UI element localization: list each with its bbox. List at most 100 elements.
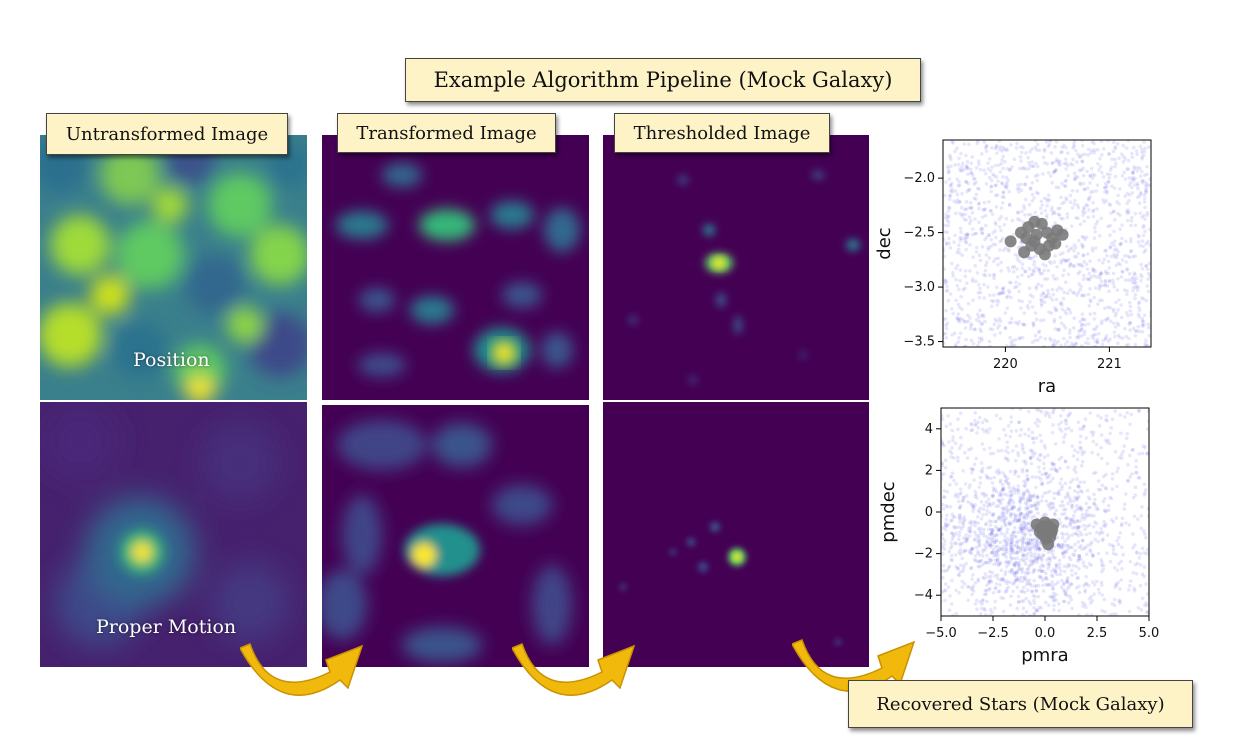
background-star-point <box>1040 556 1044 561</box>
background-star-point <box>1021 528 1025 533</box>
background-star-point <box>973 217 977 221</box>
background-star-point <box>959 236 964 241</box>
y-tick-label: −2 <box>914 547 933 562</box>
background-star-point <box>943 588 948 593</box>
background-star-point <box>1038 458 1042 463</box>
background-star-point <box>1129 472 1134 476</box>
background-star-point <box>1091 430 1096 435</box>
background-star-point <box>1023 548 1027 552</box>
background-star-point <box>956 427 960 432</box>
background-star-point <box>973 327 977 332</box>
background-star-point <box>1024 556 1029 561</box>
background-star-point <box>974 180 978 185</box>
background-star-point <box>947 565 951 570</box>
background-star-point <box>1016 217 1020 221</box>
background-star-point <box>963 344 967 347</box>
background-star-point <box>963 286 967 291</box>
background-star-point <box>1123 326 1127 331</box>
background-star-point <box>1086 543 1091 547</box>
background-star-point <box>990 327 995 332</box>
background-star-point <box>1088 195 1092 199</box>
background-star-point <box>1030 199 1035 203</box>
background-star-point <box>1054 468 1059 473</box>
background-star-point <box>1140 323 1145 327</box>
background-star-point <box>976 426 981 430</box>
background-star-point <box>971 504 975 508</box>
background-star-point <box>1073 542 1077 547</box>
background-star-point <box>1129 312 1134 317</box>
background-star-point <box>960 212 965 217</box>
background-star-point <box>989 184 993 189</box>
background-star-point <box>1036 500 1041 504</box>
background-star-point <box>1100 608 1104 613</box>
background-star-point <box>1034 317 1039 322</box>
background-star-point <box>1138 583 1143 588</box>
background-star-point <box>948 246 953 250</box>
background-star-point <box>1085 277 1089 281</box>
background-star-point <box>1009 492 1014 497</box>
background-star-point <box>978 327 982 332</box>
background-star-point <box>1074 216 1078 220</box>
background-star-point <box>949 541 953 545</box>
background-star-point <box>984 521 989 526</box>
background-star-point <box>974 231 978 236</box>
background-star-point <box>1115 211 1120 216</box>
background-star-point <box>963 207 967 212</box>
background-star-point <box>1060 145 1065 150</box>
background-star-point <box>1082 219 1086 224</box>
background-star-point <box>1133 254 1138 258</box>
background-star-point <box>1056 542 1061 547</box>
background-star-point <box>1084 552 1089 557</box>
background-star-point <box>1079 284 1083 289</box>
background-star-point <box>1133 543 1137 547</box>
background-star-point <box>1000 515 1004 520</box>
background-star-point <box>1135 152 1139 157</box>
background-star-point <box>1088 497 1092 501</box>
background-star-point <box>1025 512 1030 517</box>
background-star-point <box>1046 144 1051 149</box>
background-star-point <box>975 515 980 519</box>
background-star-point <box>993 524 998 529</box>
background-star-point <box>989 532 994 536</box>
background-star-point <box>1050 574 1055 579</box>
background-star-point <box>1061 532 1066 537</box>
background-star-point <box>1122 444 1127 448</box>
background-star-point <box>1052 277 1057 281</box>
background-star-point <box>1064 549 1069 554</box>
background-star-point <box>1008 580 1012 585</box>
background-star-point <box>1051 591 1056 596</box>
background-star-point <box>1108 172 1112 177</box>
background-star-point <box>1019 522 1024 527</box>
background-star-point <box>1030 448 1035 453</box>
background-star-point <box>1010 165 1014 169</box>
background-star-point <box>947 197 952 201</box>
background-star-point <box>1013 252 1018 257</box>
background-star-point <box>1030 305 1035 309</box>
background-star-point <box>989 304 994 309</box>
background-star-point <box>1086 153 1091 157</box>
background-star-point <box>1140 329 1145 334</box>
background-star-point <box>1013 579 1017 583</box>
background-star-point <box>1025 477 1030 482</box>
background-star-point <box>987 233 992 238</box>
background-star-point <box>983 213 988 218</box>
background-star-point <box>1055 535 1060 540</box>
background-star-point <box>1061 273 1065 278</box>
background-star-point <box>978 475 983 480</box>
background-star-point <box>1080 159 1085 163</box>
background-star-point <box>1036 545 1041 550</box>
background-star-point <box>987 587 991 592</box>
background-star-point <box>1012 544 1016 548</box>
background-star-point <box>1085 186 1090 190</box>
x-tick-label: 2.5 <box>1087 626 1108 641</box>
background-star-point <box>1012 512 1016 517</box>
background-star-point <box>1072 171 1077 176</box>
background-star-point <box>978 308 982 313</box>
background-star-point <box>1061 507 1066 512</box>
background-star-point <box>953 344 957 347</box>
background-star-point <box>987 519 992 523</box>
background-star-point <box>1019 589 1023 594</box>
background-star-point <box>1146 506 1149 511</box>
background-star-point <box>988 209 993 213</box>
background-star-point <box>1013 571 1017 576</box>
